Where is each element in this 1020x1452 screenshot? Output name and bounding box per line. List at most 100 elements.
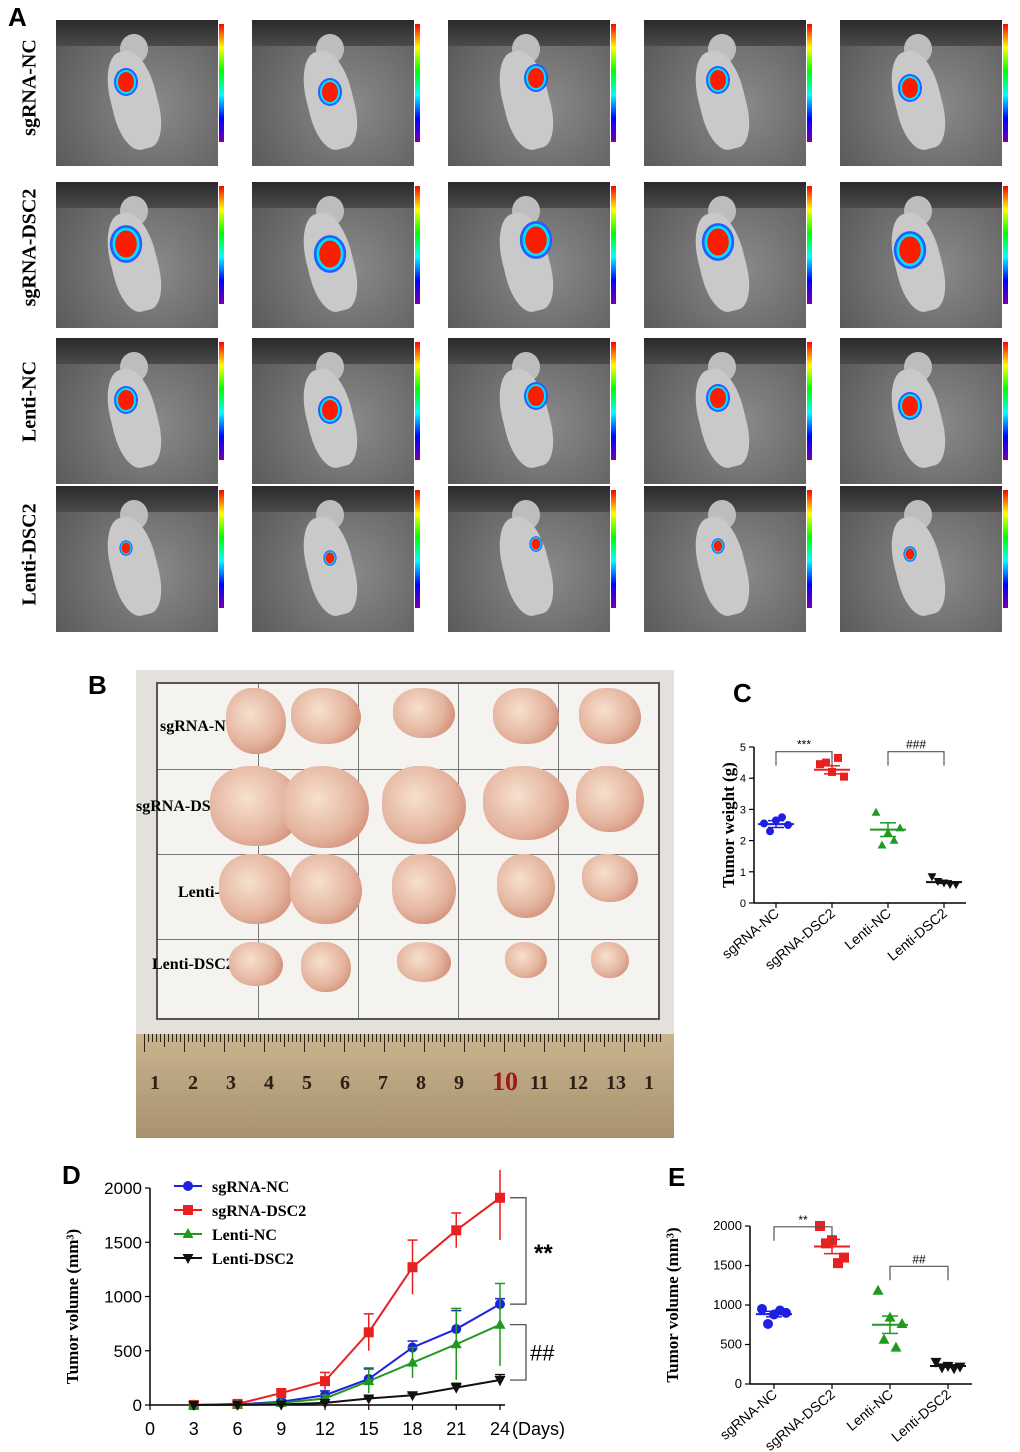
color-scale-bar: [611, 186, 616, 304]
row-label-lenti-nc: Lenti-NC: [18, 360, 41, 443]
excised-tumor: [290, 854, 362, 924]
data-point: [757, 1303, 767, 1314]
ruler-tick: [648, 1034, 649, 1042]
x-tick-label: 0: [145, 1419, 155, 1439]
y-tick-label: 3: [740, 804, 746, 816]
y-tick-label: 1500: [713, 1258, 742, 1273]
data-point: [188, 1401, 200, 1411]
significance-sgrna-bracket: [773, 1226, 833, 1241]
ruler-tick: [276, 1034, 277, 1042]
data-point: [833, 1258, 843, 1269]
legend-marker: [183, 1181, 193, 1191]
data-point: [889, 835, 899, 844]
y-tick-label: 5: [740, 742, 746, 754]
data-point: [407, 1356, 418, 1367]
data-point: [775, 1305, 785, 1316]
ruler-tick: [176, 1034, 177, 1042]
color-scale-bar: [807, 342, 812, 460]
luminescence-signal: [322, 82, 338, 102]
data-point: [232, 1400, 243, 1411]
ruler-tick: [592, 1034, 593, 1042]
excised-tumor: [591, 942, 629, 978]
ruler-tick: [416, 1034, 417, 1042]
x-tick-label: 21: [446, 1419, 466, 1439]
ruler-tick: [208, 1034, 209, 1042]
mouse-image: [56, 20, 234, 166]
x-tick-label: 12: [315, 1419, 335, 1439]
ruler-tick: [528, 1034, 529, 1042]
excised-tumor: [397, 942, 451, 982]
ruler-tick: [228, 1034, 229, 1042]
data-point: [815, 1221, 825, 1231]
luminescence-signal: [905, 548, 915, 560]
mouse-image: [840, 20, 1018, 166]
data-point: [877, 840, 887, 849]
color-scale: [414, 486, 430, 632]
ruler-tick: [608, 1034, 609, 1042]
x-tick-label: 9: [276, 1419, 286, 1439]
tumor-photo: sgRNA-NC sgRNA-DSC2 Lenti-NC Lenti-DSC2 …: [136, 670, 674, 1138]
y-tick-label: 2: [740, 836, 746, 848]
photo-label-sgrna-nc: sgRNA-NC: [160, 718, 238, 735]
luminescence-signal: [710, 70, 726, 90]
ruler-number: 1: [150, 1072, 160, 1094]
color-scale: [1002, 486, 1018, 632]
mouse-image: [252, 20, 430, 166]
mouse-image: [644, 20, 822, 166]
photo-label-sgrna-dsc2: sgRNA-DSC2: [136, 798, 231, 815]
ruler-number: 9: [454, 1072, 464, 1094]
ruler-tick: [152, 1034, 153, 1042]
ruler-tick: [272, 1034, 273, 1042]
ruler-number: 3: [226, 1072, 236, 1094]
ruler-tick: [344, 1034, 345, 1052]
data-point: [495, 1192, 505, 1203]
ruler-tick: [172, 1034, 173, 1042]
ruler-tick: [536, 1034, 537, 1042]
grid-line: [558, 684, 559, 1018]
ruler-number: 1: [644, 1072, 654, 1094]
ruler-tick: [224, 1034, 225, 1052]
color-scale-bar: [219, 186, 224, 304]
color-scale: [610, 486, 626, 632]
x-tick-label: 24: [490, 1419, 510, 1439]
data-point: [450, 1338, 462, 1349]
ruler-tick: [500, 1034, 501, 1042]
x-tick-label: Lenti-NC: [843, 1386, 896, 1434]
mouse-image: [644, 486, 822, 632]
ruler-tick: [192, 1034, 193, 1042]
ruler-tick: [244, 1034, 245, 1047]
significance-sgrna: **: [534, 1240, 553, 1267]
ruler-tick: [620, 1034, 621, 1042]
ruler-tick: [388, 1034, 389, 1042]
significance-lenti: ##: [530, 1340, 555, 1365]
ruler-tick: [476, 1034, 477, 1042]
ruler-tick: [632, 1034, 633, 1042]
legend-label: Lenti-NC: [212, 1227, 277, 1244]
ruler-tick: [392, 1034, 393, 1042]
data-point: [275, 1400, 287, 1411]
data-point: [927, 873, 937, 882]
color-scale: [218, 182, 234, 328]
luminescence-signal: [115, 230, 137, 258]
ruler-tick: [376, 1034, 377, 1042]
ruler-tick: [328, 1034, 329, 1042]
color-scale-bar: [415, 24, 420, 142]
ruler-tick: [356, 1034, 357, 1042]
data-point: [407, 1391, 418, 1402]
ruler-tick: [600, 1034, 601, 1042]
data-point: [319, 1398, 331, 1409]
ruler-tick: [560, 1034, 561, 1042]
x-tick-label: 6: [232, 1419, 242, 1439]
mouse-image: [252, 338, 430, 484]
ruler-tick: [444, 1034, 445, 1047]
y-tick-label: 1500: [104, 1233, 142, 1252]
ruler-tick: [588, 1034, 589, 1042]
data-point: [363, 1375, 375, 1386]
luminescence-signal: [707, 228, 729, 256]
color-scale-bar: [807, 24, 812, 142]
luminescence-signal: [902, 78, 918, 98]
luminescence-signal: [899, 236, 921, 264]
y-tick-label: 500: [720, 1337, 742, 1352]
color-scale-bar: [611, 342, 616, 460]
